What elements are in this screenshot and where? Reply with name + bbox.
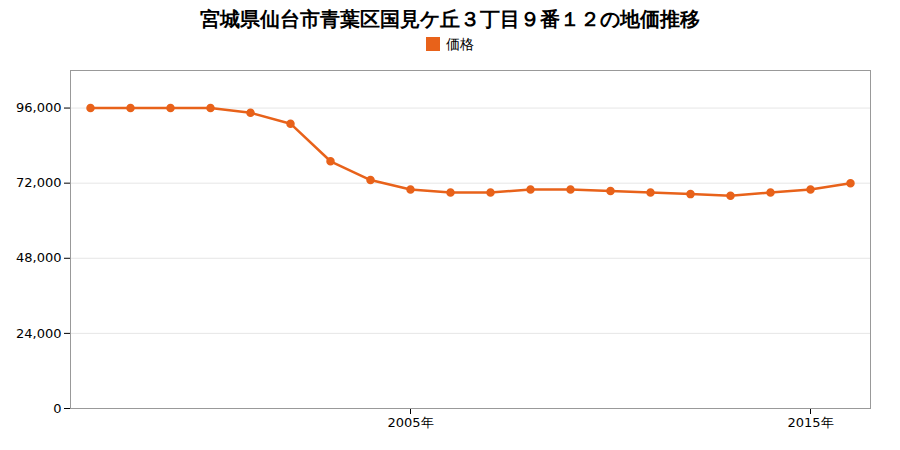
html-text:宮城県仙台市青葉区国見ケ丘３丁目９番１２の地価推移: 宮城県仙台市青葉区国見ケ丘３丁目９番１２の地価推移 [200,7,700,31]
svg-text:72,000: 72,000 [16,175,62,190]
svg-text:48,000: 48,000 [16,250,62,265]
svg-text:0: 0 [53,401,61,416]
svg-text:2015年: 2015年 [787,415,833,430]
svg-text:96,000: 96,000 [16,100,62,115]
svg-text:2005年: 2005年 [387,415,433,430]
svg-text:24,000: 24,000 [16,326,62,341]
html-text:価格: 価格 [446,36,474,52]
